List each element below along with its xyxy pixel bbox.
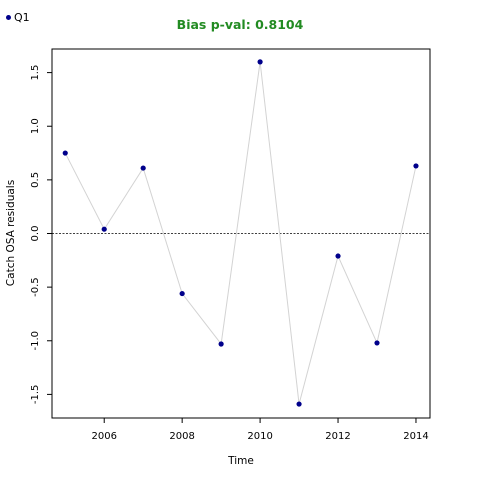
series-line-group: [64, 61, 417, 405]
data-point: [335, 253, 341, 259]
y-axis-label: Catch OSA residuals: [5, 180, 17, 286]
data-point: [140, 165, 146, 171]
data-point: [257, 59, 263, 65]
series-line: [64, 61, 417, 405]
legend-label: Q1: [14, 11, 30, 24]
y-tick-label: 0.0: [30, 226, 41, 242]
x-tick-label: 2010: [247, 431, 272, 442]
y-tick-label: -0.5: [30, 277, 41, 297]
data-point: [374, 340, 380, 346]
data-point: [179, 290, 185, 297]
y-tick-label: 1.5: [30, 65, 41, 81]
chart-title: Bias p-val: 0.8104: [176, 17, 304, 32]
data-point: [101, 226, 107, 232]
axes: 2006 2008 2010 2012 2014 -1.5 -1.0 -0.5 0.0 0.5 1.…: [30, 65, 429, 442]
x-tick-label: 2014: [403, 431, 428, 442]
points-group: [62, 59, 419, 407]
data-point: [62, 150, 68, 156]
y-tick-label: -1.5: [30, 385, 41, 405]
legend-marker: [6, 15, 11, 20]
legend: Q1: [6, 11, 30, 24]
y-tick-label: -1.0: [30, 331, 41, 351]
x-tick-label: 2006: [91, 431, 116, 442]
x-axis-label: Time: [227, 455, 254, 467]
y-tick-label: 0.5: [30, 172, 41, 188]
data-point: [296, 401, 302, 407]
data-point: [413, 163, 419, 169]
x-tick-label: 2008: [169, 431, 194, 442]
data-point: [218, 341, 224, 347]
y-tick-label: 1.0: [30, 118, 41, 134]
x-tick-label: 2012: [325, 431, 350, 442]
